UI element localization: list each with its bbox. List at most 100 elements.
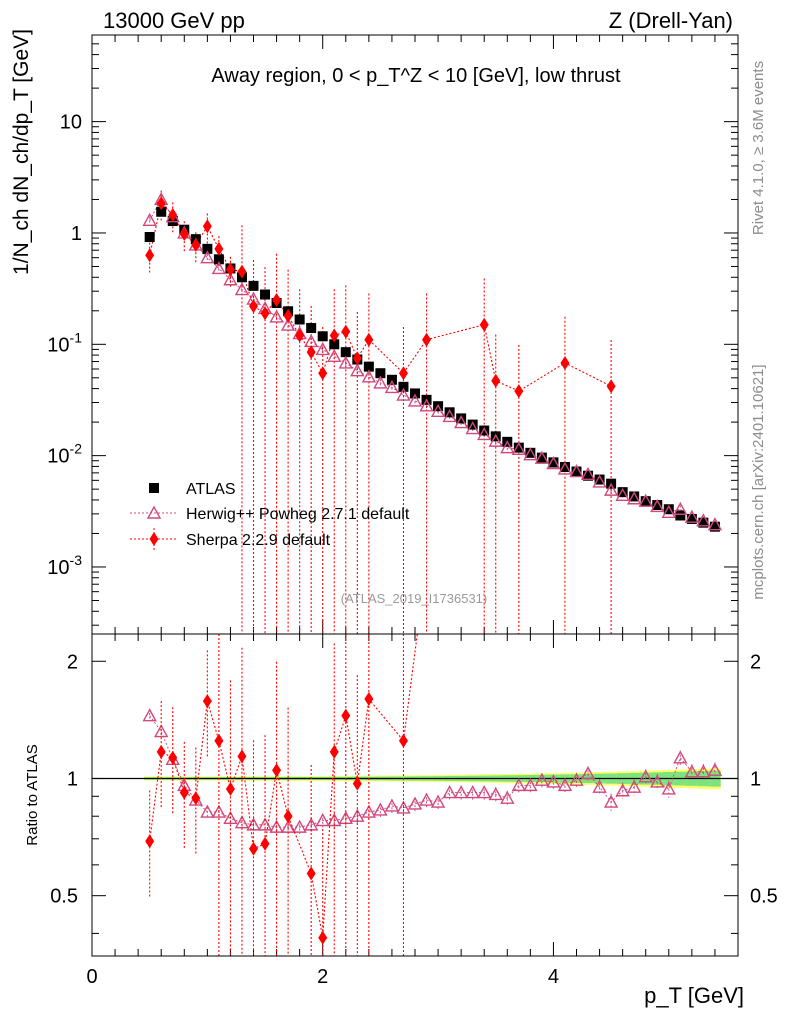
herwig-ratio-point — [523, 777, 538, 792]
atlas-point — [686, 513, 697, 524]
ratio-y-tick-label-right: 0.5 — [750, 886, 778, 908]
herwig-ratio-point — [511, 777, 527, 792]
atlas-point — [594, 474, 605, 485]
legend-entry-label: Herwig++ Powheg 2.7.1 default — [186, 506, 410, 523]
herwig-ratio-point — [361, 804, 377, 818]
atlas-point — [260, 289, 271, 300]
herwig-ratio-point — [465, 785, 480, 799]
herwig-point — [223, 272, 238, 286]
x-tick-label: 4 — [548, 966, 559, 988]
y-tick-label: 10 — [60, 112, 82, 134]
atlas-point — [340, 347, 351, 358]
sherpa-point — [214, 241, 224, 256]
herwig-point — [361, 369, 377, 383]
herwig-point — [500, 440, 515, 454]
herwig-point — [488, 433, 503, 447]
herwig-point — [280, 317, 296, 331]
header-left-label: 13000 GeV pp — [103, 8, 245, 33]
sherpa-point — [156, 196, 166, 211]
legend: ATLAS Herwig++ Powheg 2.7.1 default Sherpa… — [130, 481, 410, 550]
header-right-label: Z (Drell-Yan) — [609, 8, 733, 33]
herwig-point — [569, 464, 584, 478]
herwig-point — [234, 282, 250, 296]
herwig-ratio-point — [488, 786, 503, 801]
herwig-ratio-point — [661, 781, 676, 795]
analysis-label: (ATLAS_2019_I1736531) — [341, 591, 487, 606]
herwig-point — [603, 482, 619, 496]
atlas-point — [652, 500, 663, 511]
atlas-point — [571, 466, 582, 477]
sherpa-point — [606, 379, 616, 394]
herwig-ratio-point — [557, 777, 573, 792]
herwig-point — [580, 466, 596, 480]
sherpa-point — [560, 355, 570, 370]
herwig-ratio-point — [396, 800, 411, 814]
herwig-point — [684, 509, 700, 523]
sherpa-point — [191, 237, 201, 252]
atlas-point — [640, 496, 651, 507]
atlas-point — [617, 487, 628, 498]
sherpa-ratio-point — [329, 744, 339, 759]
herwig-ratio-point — [696, 764, 711, 778]
herwig-ratio-point — [430, 794, 446, 808]
herwig-ratio-point — [615, 783, 630, 797]
plot-title: Away region, 0 < p_T^Z < 10 [GeV], low t… — [211, 65, 621, 87]
herwig-point — [338, 355, 353, 369]
sherpa-ratio-point — [179, 785, 189, 800]
herwig-point — [638, 493, 653, 507]
atlas-point — [467, 419, 478, 430]
atlas-point — [144, 232, 155, 243]
y-tick-label: 10-2 — [47, 441, 82, 468]
herwig-ratio-point — [442, 785, 457, 799]
herwig-ratio-point — [673, 750, 688, 764]
atlas-point — [444, 407, 455, 418]
main-plot-panel: 10 1 10-1 10-2 10-3 Away region, 0 < p_T^Z <… — [10, 29, 739, 635]
herwig-ratio-point — [292, 819, 307, 833]
ratio-y-tick-label: 1 — [67, 768, 78, 790]
sherpa-point — [168, 208, 178, 223]
herwig-point — [142, 212, 157, 226]
herwig-point — [511, 441, 527, 456]
sherpa-point — [318, 366, 328, 381]
herwig-point — [200, 250, 215, 264]
atlas-point — [456, 413, 467, 424]
sherpa-ratio-point — [214, 733, 224, 748]
sherpa-point — [514, 384, 524, 399]
herwig-line — [149, 198, 716, 526]
herwig-ratio-point — [200, 804, 215, 818]
atlas-point — [709, 521, 720, 532]
herwig-point — [696, 513, 711, 527]
herwig-point — [269, 309, 284, 323]
herwig-ratio-point — [569, 772, 584, 786]
atlas-point — [629, 491, 640, 502]
sherpa-point — [225, 262, 235, 277]
sherpa-point — [202, 219, 212, 234]
sherpa-ratio-point — [306, 866, 316, 881]
herwig-ratio-point — [269, 819, 284, 833]
sherpa-ratio-line — [149, 633, 418, 938]
herwig-ratio-point — [407, 796, 423, 810]
mcplots-label: mcplots.cern.ch [arXiv:2401.10621] — [750, 364, 767, 599]
sherpa-ratio-point — [260, 836, 270, 851]
atlas-point — [156, 206, 167, 217]
sherpa-point — [306, 345, 316, 360]
atlas-point — [202, 243, 213, 254]
atlas-point — [479, 425, 490, 436]
herwig-ratio-point — [315, 813, 330, 827]
ratio-y-tick-label: 0.5 — [50, 886, 78, 908]
herwig-point — [673, 501, 688, 515]
sherpa-ratio-point — [168, 750, 178, 765]
herwig-point — [523, 447, 538, 461]
atlas-point — [548, 457, 559, 468]
herwig-point — [430, 403, 446, 418]
atlas-point — [248, 280, 259, 291]
herwig-ratio-point — [350, 808, 365, 822]
sherpa-point — [283, 308, 293, 323]
y-tick-label: 10-3 — [47, 552, 82, 579]
sherpa-point — [352, 351, 362, 366]
herwig-point — [315, 341, 330, 356]
atlas-point — [525, 447, 536, 458]
herwig-point — [477, 426, 492, 441]
sherpa-point — [479, 317, 489, 332]
